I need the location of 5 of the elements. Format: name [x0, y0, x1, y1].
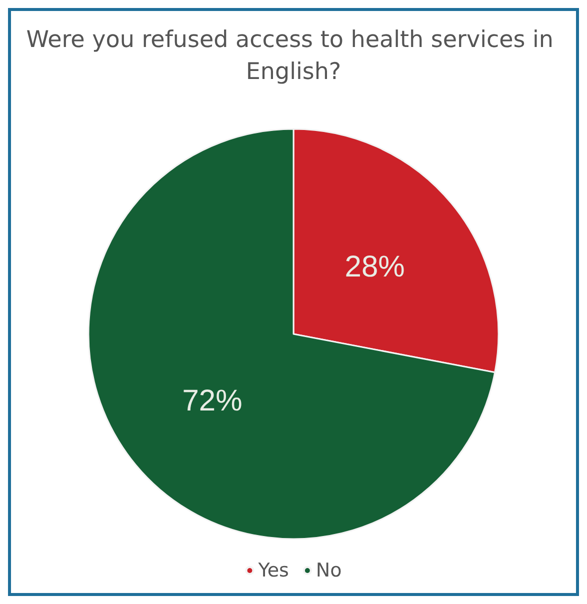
legend-label: No: [316, 560, 342, 582]
chart-title: Were you refused access to health services in English?: [26, 27, 561, 85]
data-label: 72%: [182, 384, 242, 418]
legend-label: Yes: [257, 560, 289, 582]
data-label: 28%: [344, 250, 405, 284]
